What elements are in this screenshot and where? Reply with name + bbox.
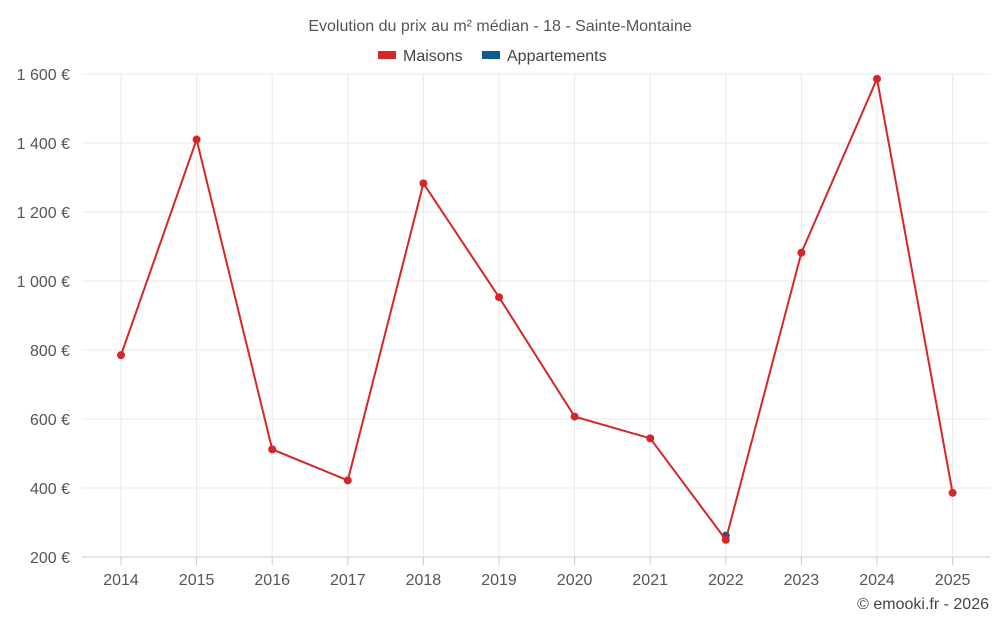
y-tick-label: 400 €: [30, 481, 70, 498]
chart-title: Evolution du prix au m² médian - 18 - Sa…: [308, 18, 691, 35]
x-tick-label: 2021: [632, 572, 668, 589]
credit-text: © emooki.fr - 2026: [857, 596, 989, 613]
data-point-maisons-2024[interactable]: [873, 74, 881, 83]
x-tick-label: 2017: [330, 572, 366, 589]
y-tick-label: 200 €: [30, 550, 70, 567]
y-tick-label: 1 200 €: [17, 205, 70, 222]
y-gridlines: [82, 73, 990, 489]
data-point-maisons-2020[interactable]: [570, 412, 579, 421]
x-tick-label: 2014: [103, 572, 139, 589]
y-tick-label: 800 €: [30, 343, 70, 360]
x-tick-label: 2023: [784, 572, 820, 589]
y-axis-ticks: 200 € 400 € 600 € 800 € 1 000 € 1 200 € 1 400 …: [17, 67, 70, 567]
legend-swatch-maisons[interactable]: [378, 51, 396, 59]
y-tick-label: 1 400 €: [17, 136, 70, 153]
data-point-maisons-2015[interactable]: [192, 135, 201, 144]
data-point-maisons-2016[interactable]: [268, 445, 277, 454]
x-tick-label: 2016: [254, 572, 290, 589]
series-line-maisons: [120, 75, 954, 543]
legend-label-maisons[interactable]: Maisons: [403, 48, 463, 65]
x-tick-label: 2024: [859, 572, 895, 589]
legend-label-appartements[interactable]: Appartements: [507, 48, 607, 65]
data-point-maisons-2021[interactable]: [646, 434, 655, 443]
x-axis-ticks: 2014 2015 2016 2017 2018 2019 2020 2021 2022 2023…: [103, 572, 970, 589]
data-point-maisons-2025[interactable]: [948, 488, 957, 497]
x-tick-label: 2022: [708, 572, 744, 589]
x-gridlines: [120, 74, 954, 565]
data-point-maisons-2023[interactable]: [797, 248, 806, 257]
y-tick-label: 1 600 €: [17, 67, 70, 84]
x-tick-label: 2025: [935, 572, 971, 589]
y-tick-label: 1 000 €: [17, 274, 70, 291]
data-point-maisons-2017[interactable]: [343, 476, 352, 485]
legend: Maisons Appartements: [378, 48, 607, 65]
x-tick-label: 2018: [406, 572, 442, 589]
x-tick-label: 2019: [481, 572, 517, 589]
series-layer: [117, 74, 957, 544]
legend-swatch-appartements[interactable]: [482, 51, 500, 59]
x-tick-label: 2015: [179, 572, 215, 589]
data-point-maisons-2018[interactable]: [419, 179, 428, 188]
data-point-maisons-2014[interactable]: [117, 351, 125, 360]
y-tick-label: 600 €: [30, 412, 70, 429]
series-maisons: [117, 74, 957, 544]
data-point-maisons-2019[interactable]: [495, 293, 503, 302]
x-tick-label: 2020: [557, 572, 593, 589]
data-point-maisons-2022[interactable]: [721, 535, 730, 544]
